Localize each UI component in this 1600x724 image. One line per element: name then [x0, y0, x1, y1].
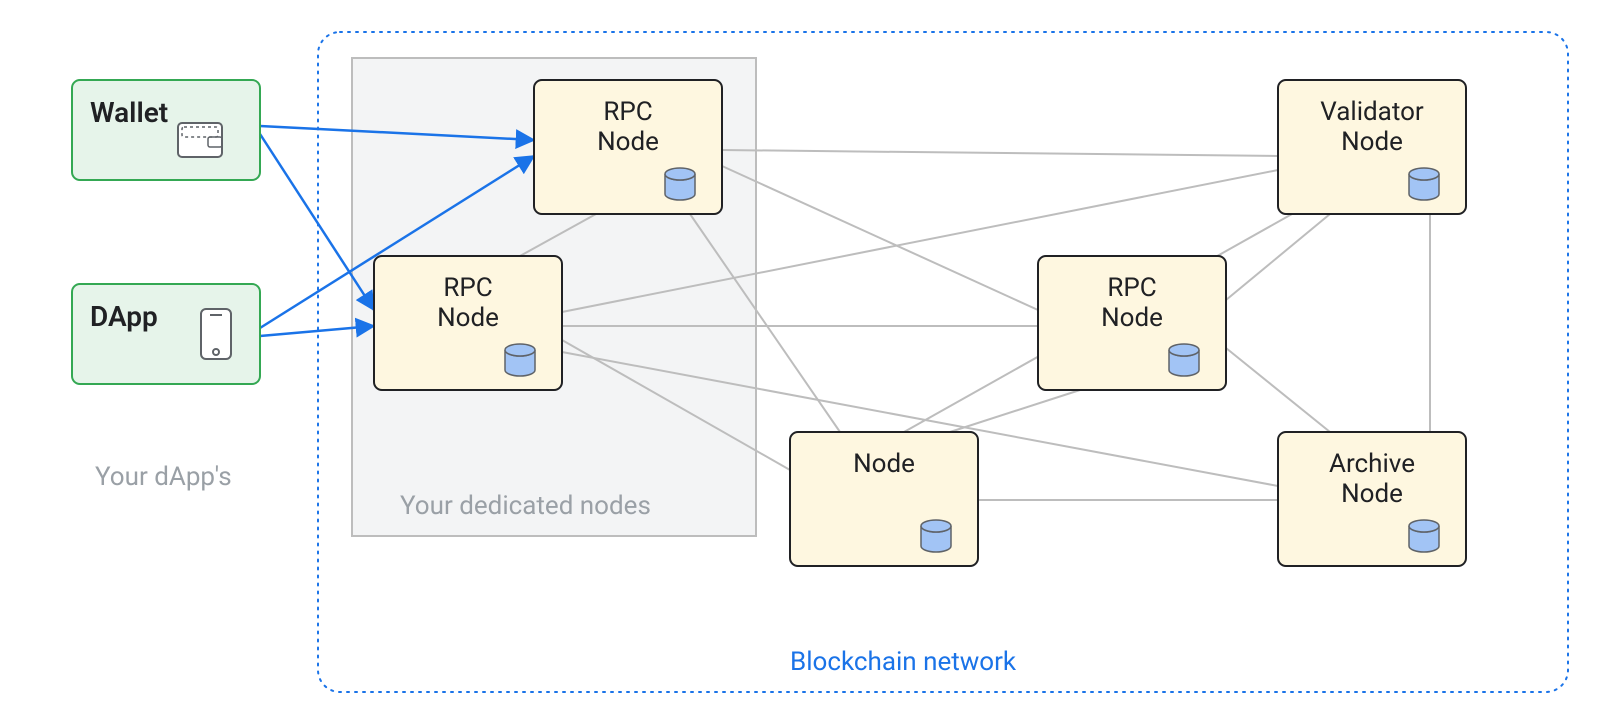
- database-icon: [1169, 344, 1199, 376]
- edge-rpc3-archive: [1226, 348, 1330, 432]
- edge-rpc1-rpc3: [722, 166, 1038, 310]
- box-rpc1: RPCNode: [534, 80, 722, 214]
- database-icon: [1409, 520, 1439, 552]
- database-icon: [921, 520, 951, 552]
- wallet-icon: [178, 123, 222, 157]
- edge-rpc3-validator: [1226, 214, 1330, 300]
- box-label-node: Node: [853, 449, 915, 479]
- box-label-wallet: Wallet: [90, 96, 168, 129]
- box-label-rpc2: RPCNode: [437, 273, 499, 333]
- database-icon: [665, 168, 695, 200]
- box-node: Node: [790, 432, 978, 566]
- box-label-rpc1: RPCNode: [597, 97, 659, 157]
- database-icon: [505, 344, 535, 376]
- box-dapp: DApp: [72, 284, 260, 384]
- box-rpc3: RPCNode: [1038, 256, 1226, 390]
- label-blockchain-network: Blockchain network: [790, 647, 1017, 677]
- nodes-layer: Wallet DApp RPCNode RPCNode Node RPCNode Valid…: [72, 80, 1466, 566]
- architecture-diagram: Wallet DApp RPCNode RPCNode Node RPCNode Valid…: [0, 0, 1600, 724]
- box-archive: ArchiveNode: [1278, 432, 1466, 566]
- label-your-dapps: Your dApp's: [95, 462, 232, 492]
- edge-rpc1-validator: [722, 150, 1278, 156]
- database-icon: [1409, 168, 1439, 200]
- phone-icon: [201, 309, 231, 359]
- box-label-archive: ArchiveNode: [1329, 449, 1415, 509]
- label-dedicated-nodes: Your dedicated nodes: [400, 491, 651, 521]
- box-rpc2: RPCNode: [374, 256, 562, 390]
- box-wallet: Wallet: [72, 80, 260, 180]
- box-label-dapp: DApp: [90, 300, 158, 333]
- box-label-rpc3: RPCNode: [1101, 273, 1163, 333]
- box-validator: ValidatorNode: [1278, 80, 1466, 214]
